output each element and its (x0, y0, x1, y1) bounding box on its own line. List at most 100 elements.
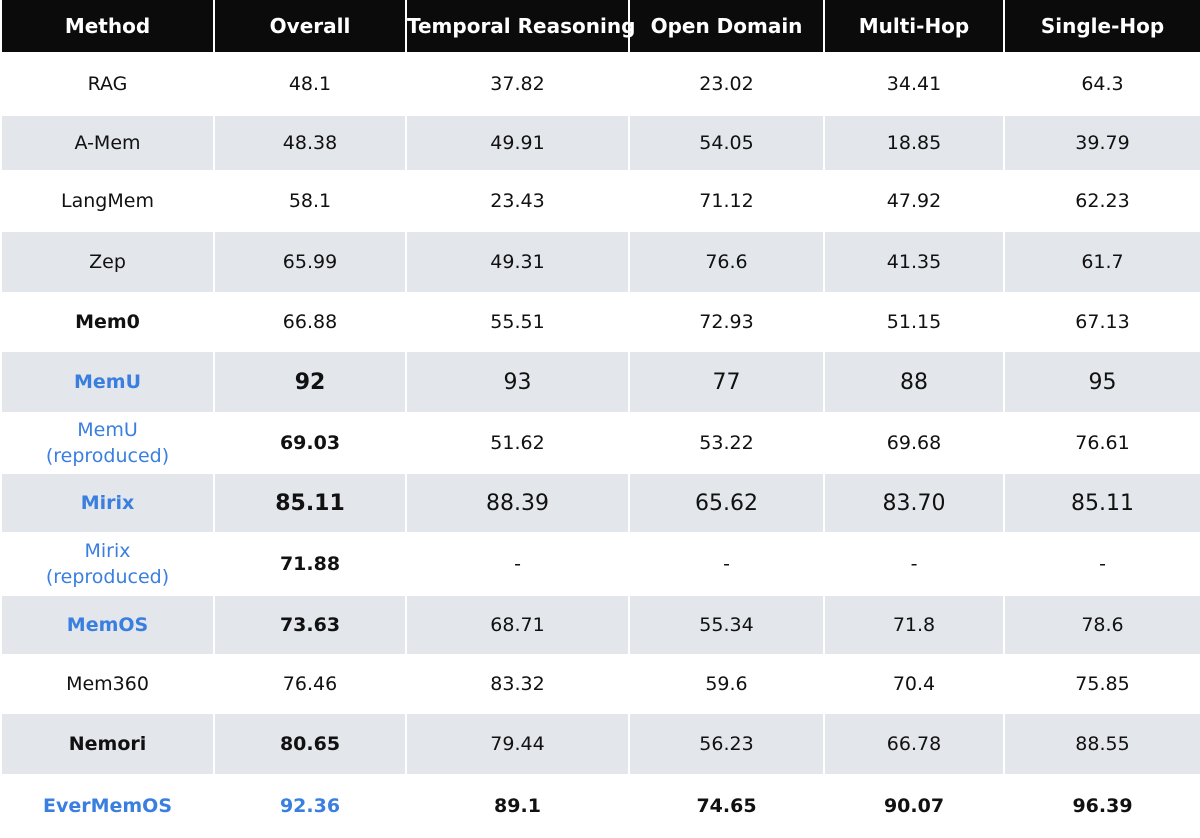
method-cell: LangMem (0, 170, 215, 232)
method-cell: Mem360 (0, 654, 215, 714)
value-cell: 70.4 (823, 654, 1005, 714)
value-cell: 73.63 (213, 596, 407, 654)
value-cell: 47.92 (823, 170, 1005, 232)
value-cell: 88.55 (1003, 714, 1200, 774)
value-cell: 66.88 (213, 292, 407, 352)
value-cell: 49.31 (405, 232, 630, 292)
method-cell: RAG (0, 52, 215, 116)
method-name: A-Mem (74, 132, 141, 154)
method-name: EverMemOS (42, 795, 173, 817)
column-header: Method (0, 0, 215, 52)
value-cell: 95 (1003, 352, 1200, 412)
value-cell: 92 (213, 352, 407, 412)
value-cell: 61.7 (1003, 232, 1200, 292)
value-cell: 65.62 (628, 474, 825, 532)
value-cell: 69.68 (823, 412, 1005, 474)
method-cell: Mirix (0, 474, 215, 532)
method-name: Mirix (84, 540, 131, 562)
value-cell: 51.15 (823, 292, 1005, 352)
value-cell: 93 (405, 352, 630, 412)
value-cell: 76.61 (1003, 412, 1200, 474)
method-cell: MemOS (0, 596, 215, 654)
value-cell: 62.23 (1003, 170, 1200, 232)
value-cell: 83.70 (823, 474, 1005, 532)
table-row: EverMemOS 92.36 89.1 74.65 90.07 96.39 (0, 774, 1200, 838)
method-name: Nemori (68, 733, 147, 755)
value-cell: 71.12 (628, 170, 825, 232)
value-cell: 41.35 (823, 232, 1005, 292)
value-cell: - (1003, 532, 1200, 596)
value-cell: 79.44 (405, 714, 630, 774)
method-cell: EverMemOS (0, 774, 215, 838)
table-body: RAG 48.1 37.82 23.02 34.41 64.3 A-Mem 48.38 49.9… (0, 52, 1200, 838)
header-row: Method Overall Temporal Reasoning Open Doma… (0, 0, 1200, 52)
table-row: MemU (reproduced) 69.03 51.62 53.22 69.68 76.6… (0, 412, 1200, 474)
method-cell: MemU (reproduced) (0, 412, 215, 474)
method-cell: MemU (0, 352, 215, 412)
value-cell: 83.32 (405, 654, 630, 714)
value-cell: 55.34 (628, 596, 825, 654)
method-cell: Mirix (reproduced) (0, 532, 215, 596)
method-name: (reproduced) (45, 445, 170, 467)
value-cell: 74.65 (628, 774, 825, 838)
table-row: Mirix (reproduced) 71.88- - - - (0, 532, 1200, 596)
value-cell: 51.62 (405, 412, 630, 474)
value-cell: 85.11 (213, 474, 407, 532)
column-header: Multi-Hop (823, 0, 1005, 52)
value-cell: 80.65 (213, 714, 407, 774)
table-row: Zep 65.99 49.31 76.6 41.35 61.7 (0, 232, 1200, 292)
method-name: MemU (77, 419, 138, 441)
value-cell: 23.43 (405, 170, 630, 232)
table-row: Mirix 85.11 88.39 65.62 83.70 85.11 (0, 474, 1200, 532)
value-cell: 68.71 (405, 596, 630, 654)
method-cell: Zep (0, 232, 215, 292)
table-row: Nemori 80.65 79.44 56.23 66.78 88.55 (0, 714, 1200, 774)
table-row: MemOS 73.63 68.71 55.34 71.8 78.6 (0, 596, 1200, 654)
table-row: RAG 48.1 37.82 23.02 34.41 64.3 (0, 52, 1200, 116)
method-name: Mem360 (66, 673, 149, 695)
value-cell: 66.78 (823, 714, 1005, 774)
value-cell: 59.6 (628, 654, 825, 714)
table-row: A-Mem 48.38 49.91 54.05 18.85 39.79 (0, 116, 1200, 170)
value-cell: 71.88 (213, 532, 407, 596)
value-cell: 34.41 (823, 52, 1005, 116)
value-cell: 76.46 (213, 654, 407, 714)
value-cell: - (405, 532, 630, 596)
table-row: Mem360 76.46 83.32 59.6 70.4 75.85 (0, 654, 1200, 714)
value-cell: 65.99 (213, 232, 407, 292)
value-cell: 78.6 (1003, 596, 1200, 654)
value-cell: 89.1 (405, 774, 630, 838)
value-cell: 48.38 (213, 116, 407, 170)
method-cell: Nemori (0, 714, 215, 774)
value-cell: 76.6 (628, 232, 825, 292)
value-cell: 88.39 (405, 474, 630, 532)
value-cell: 64.3 (1003, 52, 1200, 116)
method-name: (reproduced) (45, 566, 170, 588)
value-cell: 88 (823, 352, 1005, 412)
value-cell: 85.11 (1003, 474, 1200, 532)
value-cell: 39.79 (1003, 116, 1200, 170)
method-name: Zep (89, 251, 126, 273)
column-header: Open Domain (628, 0, 825, 52)
method-cell: A-Mem (0, 116, 215, 170)
value-cell: 18.85 (823, 116, 1005, 170)
method-name: LangMem (61, 190, 154, 212)
column-header: Overall (213, 0, 407, 52)
value-cell: 96.39 (1003, 774, 1200, 838)
value-cell: 48.1 (213, 52, 407, 116)
table-row: Mem0 66.88 55.51 72.93 51.15 67.13 (0, 292, 1200, 352)
method-name: MemOS (66, 614, 149, 636)
value-cell: 75.85 (1003, 654, 1200, 714)
method-name: Mem0 (75, 311, 140, 333)
value-cell: 71.8 (823, 596, 1005, 654)
column-header: Single-Hop (1003, 0, 1200, 52)
value-cell: - (628, 532, 825, 596)
table-row: MemU 92 93 77 88 95 (0, 352, 1200, 412)
value-cell: 53.22 (628, 412, 825, 474)
value-cell: 72.93 (628, 292, 825, 352)
value-cell: 58.1 (213, 170, 407, 232)
value-cell: 92.36 (213, 774, 407, 838)
method-name: MemU (73, 371, 142, 393)
